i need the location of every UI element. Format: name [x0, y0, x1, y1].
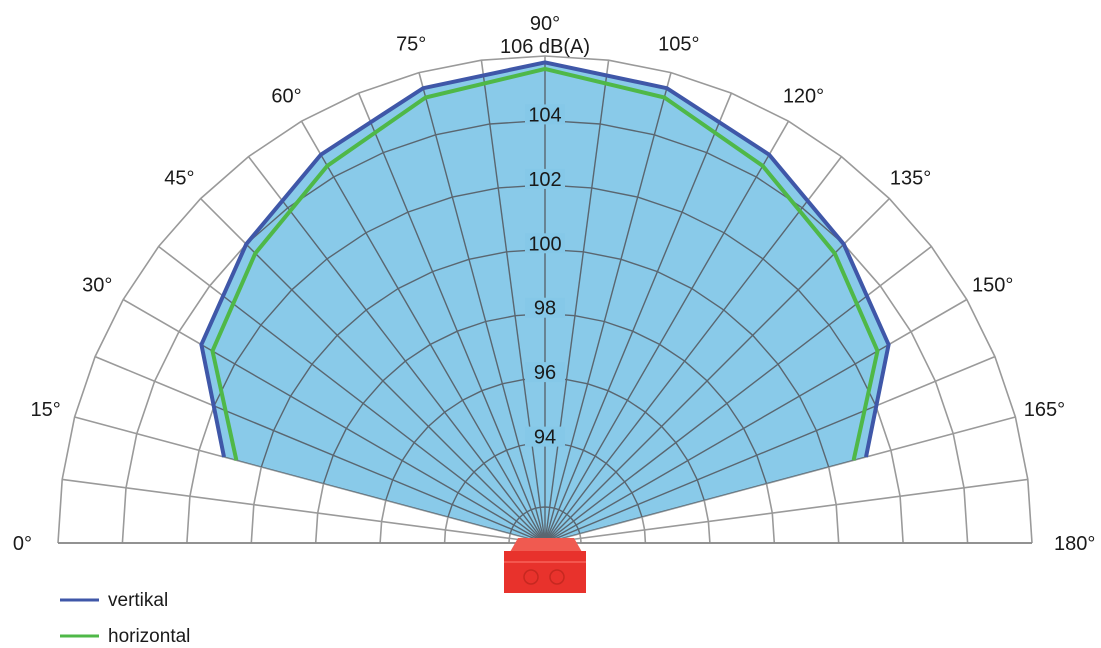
unit-label: 106 dB(A) [500, 36, 590, 58]
radial-tick-label: 94 [534, 427, 556, 449]
device-top [510, 538, 582, 552]
radial-tick-label: 100 [528, 233, 561, 255]
radial-tick-label: 96 [534, 362, 556, 384]
radial-tick-label: 102 [528, 169, 561, 191]
radial-label-bg [525, 362, 565, 383]
radial-tick-label: 104 [528, 104, 561, 126]
grid-spoke-inner [300, 120, 546, 544]
grid-spoke-inner [544, 198, 889, 544]
legend-label-vertikal: vertikal [108, 590, 168, 611]
angle-tick-label: 105° [658, 34, 699, 56]
grid-spoke-inner [544, 92, 733, 544]
grid-spoke-inner [480, 62, 546, 544]
angle-tick-label: 60° [271, 85, 301, 107]
grid-spoke-inner [418, 72, 546, 544]
grid-spoke [62, 478, 546, 544]
angle-tick-label: 15° [30, 399, 60, 421]
grid-spoke [544, 478, 1028, 544]
angle-tick-label: 165° [1024, 399, 1065, 421]
grid-spoke-inner [357, 92, 546, 544]
grid-spoke-inner [201, 355, 546, 544]
chart-title: 90° [530, 13, 560, 35]
grid-spoke-inner [544, 72, 672, 544]
device-body [504, 551, 586, 593]
grid-spoke-inner [544, 298, 889, 544]
radial-label-bg [525, 104, 565, 125]
device-knob-left [523, 569, 539, 585]
radial-tick-label: 98 [534, 298, 556, 320]
radial-label-bg [525, 297, 565, 318]
angle-tick-label: 75° [396, 34, 426, 56]
radial-label-bg [525, 168, 565, 189]
grid-spoke-inner [544, 62, 610, 544]
device-knob-right [549, 569, 565, 585]
red-sounder-device-icon [504, 538, 586, 593]
radial-label-bg [525, 233, 565, 254]
grid-spoke-inner [544, 120, 790, 544]
angle-tick-label: 180° [1054, 533, 1095, 555]
legend: vertikal horizontal [60, 590, 190, 647]
angle-tick-label: 0° [13, 533, 32, 555]
legend-label-horizontal: horizontal [108, 626, 190, 647]
angle-tick-label: 150° [972, 275, 1013, 297]
grid-spoke-inner [201, 198, 546, 544]
grid-spoke-inner [544, 355, 889, 544]
angle-tick-labels: 0° 15° 30° 45° 60° 75° 105° 120° 135° 150° 165° 180… [13, 34, 1096, 555]
angle-tick-label: 45° [164, 167, 194, 189]
grid-spoke-inner [247, 156, 546, 544]
angle-tick-label: 30° [82, 275, 112, 297]
grid-spoke [544, 416, 1016, 544]
grid-spoke-inner [544, 156, 843, 544]
series-lines [199, 60, 891, 461]
radial-tick-labels: 94 96 98 100 102 104 [525, 104, 565, 449]
angle-tick-label: 135° [890, 167, 931, 189]
radial-label-bg [525, 426, 565, 447]
grid-spoke-inner [201, 298, 546, 544]
angle-tick-label: 120° [783, 85, 824, 107]
grid-spoke [74, 416, 546, 544]
